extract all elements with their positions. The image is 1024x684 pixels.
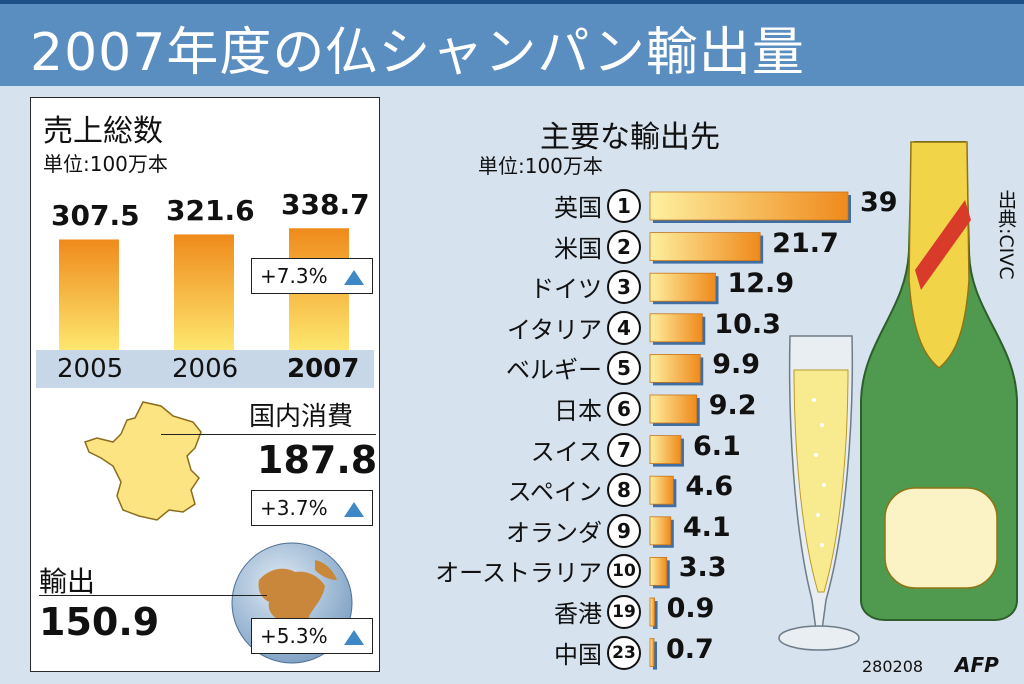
export-value-label: 21.7 xyxy=(772,227,839,259)
champagne-bottle-icon xyxy=(860,141,1018,621)
country-label: 中国 xyxy=(554,640,602,669)
champagne-glass-icon xyxy=(778,335,860,651)
export-value-label: 4.1 xyxy=(682,511,731,543)
export-bar xyxy=(649,435,682,465)
export-value-label: 10.3 xyxy=(714,308,781,340)
export-change-text: +5.3% xyxy=(260,624,328,648)
domestic-label: 国内消費 xyxy=(249,402,354,432)
export-bar xyxy=(649,638,655,667)
sales-bar-2005 xyxy=(59,239,119,350)
up-arrow-icon xyxy=(344,630,364,645)
export-bar xyxy=(649,475,674,505)
sales-title: 売上総数 xyxy=(43,114,163,149)
export-bar xyxy=(649,313,703,343)
sales-panel: 売上総数 単位:100万本 307.5 2005 321.6 2006 338.7 200… xyxy=(30,97,380,672)
export-value: 150.9 xyxy=(39,600,160,644)
country-label: ドイツ xyxy=(530,275,602,304)
export-value-label: 6.1 xyxy=(692,430,741,462)
footer-code: 280208 xyxy=(862,657,924,676)
rank-badge: 3 xyxy=(607,270,641,305)
rank-badge: 9 xyxy=(607,513,641,548)
rank-badge: 19 xyxy=(607,595,641,629)
export-value-label: 9.2 xyxy=(708,390,757,421)
export-bar xyxy=(649,557,668,586)
export-value-label: 4.6 xyxy=(685,471,734,503)
up-arrow-icon xyxy=(344,270,364,285)
rank-badge: 10 xyxy=(607,554,641,589)
country-label: 英国 xyxy=(554,194,602,222)
export-value-label: 0.9 xyxy=(666,593,715,624)
rank-badge: 5 xyxy=(607,351,641,386)
source-note: 出典:CIVC xyxy=(995,190,1017,280)
country-label: オーストラリア xyxy=(435,559,602,588)
france-map-icon xyxy=(84,401,202,521)
export-bar xyxy=(649,516,672,546)
rank-badge: 4 xyxy=(607,310,641,345)
export-value-label: 39 xyxy=(860,187,898,218)
sales-value-label: 321.6 xyxy=(166,194,255,228)
export-value-label: 12.9 xyxy=(727,268,795,300)
domestic-rule xyxy=(161,434,376,435)
sales-unit: 単位:100万本 xyxy=(43,152,168,176)
country-label: 香港 xyxy=(554,600,602,628)
rank-badge: 1 xyxy=(607,189,641,223)
rank-badge: 8 xyxy=(607,473,641,508)
country-label: オランダ xyxy=(506,518,602,547)
year-label: 2006 xyxy=(172,354,239,384)
year-band xyxy=(36,350,374,388)
export-bar-shadow xyxy=(653,601,658,629)
export-rule xyxy=(39,595,267,596)
country-label: スペイン xyxy=(507,478,602,507)
export-value-label: 0.7 xyxy=(666,633,714,665)
domestic-change-text: +3.7% xyxy=(260,496,328,520)
title-bar: 2007年度の仏シャンパン輸出量 xyxy=(0,0,1024,86)
export-label: 輸出 xyxy=(39,565,96,598)
total-change-text: +7.3% xyxy=(260,264,328,288)
export-bar xyxy=(649,272,716,302)
rank-badge: 23 xyxy=(607,635,641,670)
export-bar xyxy=(649,394,698,424)
country-label: 日本 xyxy=(554,397,602,425)
sales-value-label: 307.5 xyxy=(51,199,140,233)
export-bar xyxy=(649,191,849,221)
year-label: 2007 xyxy=(287,354,360,384)
export-change-box: +5.3% xyxy=(251,618,373,654)
export-destinations-title: 主要な輸出先 xyxy=(540,120,720,155)
country-label: ベルギー xyxy=(506,356,602,385)
country-label: スイス xyxy=(530,437,602,466)
year-label: 2005 xyxy=(57,354,124,384)
country-label: イタリア xyxy=(506,315,602,344)
afp-logo: AFP xyxy=(955,653,999,677)
export-bar xyxy=(649,353,701,383)
page-title: 2007年度の仏シャンパン輸出量 xyxy=(30,23,805,83)
export-value-label: 9.9 xyxy=(712,349,761,381)
rank-badge: 2 xyxy=(607,229,641,264)
country-label: 米国 xyxy=(554,234,602,263)
export-bar-shadow xyxy=(653,641,657,670)
domestic-value: 187.8 xyxy=(257,438,378,482)
rank-badge: 6 xyxy=(607,392,641,426)
sales-value-label: 338.7 xyxy=(281,188,370,222)
export-bar xyxy=(649,597,655,627)
sales-bar-2006 xyxy=(174,234,234,350)
export-destinations-unit: 単位:100万本 xyxy=(478,154,603,178)
rank-badge: 7 xyxy=(607,432,641,467)
total-change-box: +7.3% xyxy=(251,258,373,294)
export-value-label: 3.3 xyxy=(678,552,727,584)
export-bar xyxy=(649,232,761,262)
domestic-change-box: +3.7% xyxy=(251,490,373,526)
up-arrow-icon xyxy=(344,502,364,517)
